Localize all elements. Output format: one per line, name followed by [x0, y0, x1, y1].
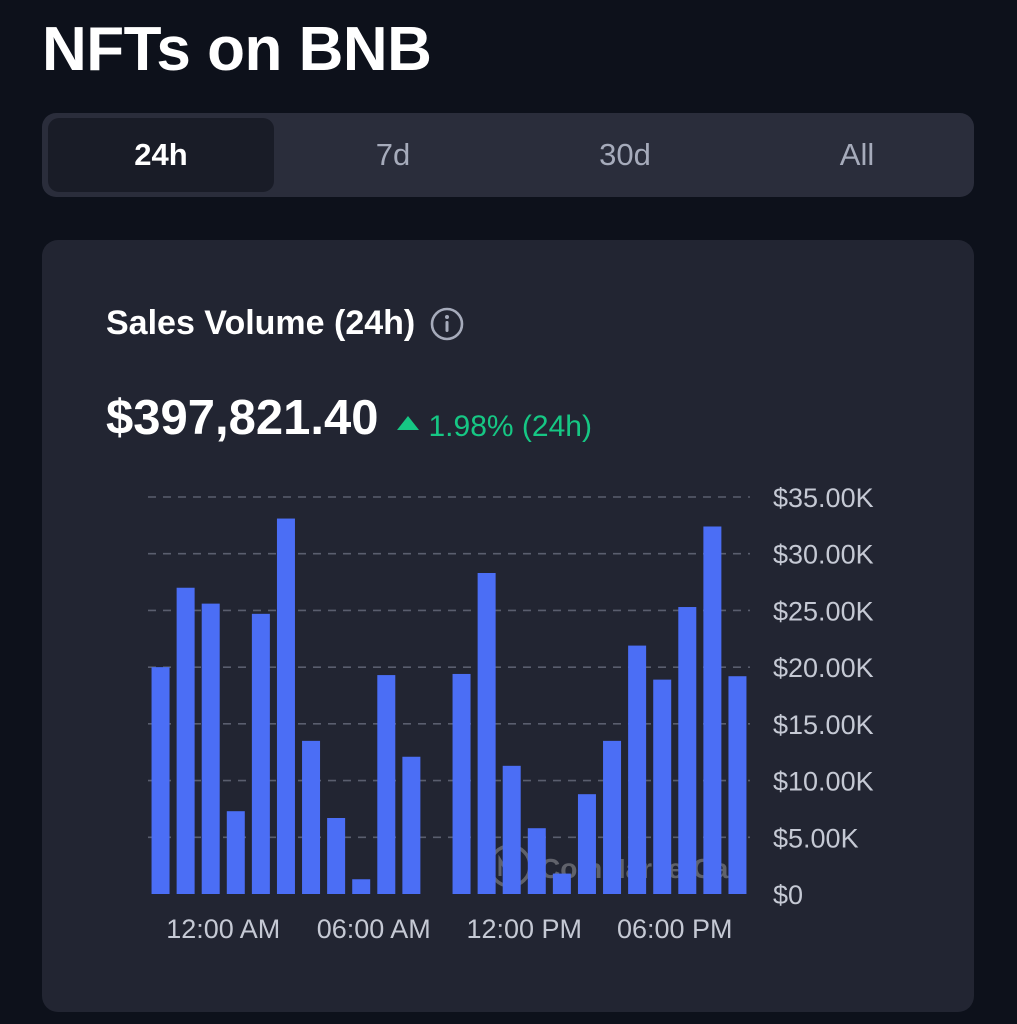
- chart-bar[interactable]: [201, 603, 220, 894]
- x-tick-label: 06:00 PM: [617, 914, 733, 944]
- chart-bar[interactable]: [477, 572, 496, 894]
- y-tick-label: $0: [773, 880, 803, 910]
- chart-bar[interactable]: [502, 765, 521, 894]
- y-tick-label: $30.00K: [773, 540, 874, 570]
- y-tick-label: $35.00K: [773, 483, 874, 513]
- tab-24h[interactable]: 24h: [48, 118, 274, 192]
- chart-bar[interactable]: [577, 794, 596, 894]
- chart-bar[interactable]: [653, 679, 672, 894]
- y-tick-label: $10.00K: [773, 767, 874, 797]
- tab-all[interactable]: All: [839, 137, 875, 172]
- chart-bar[interactable]: [703, 526, 722, 894]
- chart-bar[interactable]: [452, 673, 471, 894]
- tab-7d[interactable]: 7d: [375, 137, 411, 172]
- timeframe-tabs: 24h 7d 30d All: [42, 113, 974, 197]
- x-tick-label: 12:00 PM: [466, 914, 582, 944]
- change-text: 1.98% (24h): [428, 410, 592, 443]
- y-tick-label: $25.00K: [773, 596, 874, 626]
- sales-volume-chart: CoinMarketCap $0$5.00K$10.00K$15.00K$20.…: [148, 483, 874, 944]
- tab-30d[interactable]: 30d: [599, 137, 651, 172]
- info-circle-icon[interactable]: [429, 306, 465, 342]
- card-title-row: Sales Volume (24h): [106, 304, 465, 343]
- triangle-up-icon: [396, 416, 419, 430]
- chart-bar[interactable]: [226, 811, 245, 894]
- x-tick-label: 06:00 AM: [317, 914, 431, 944]
- change-indicator: 1.98% (24h): [396, 410, 592, 444]
- chart-bar[interactable]: [251, 613, 270, 894]
- total-sales-value: $397,821.40: [106, 391, 379, 445]
- x-tick-label: 12:00 AM: [166, 914, 280, 944]
- chart-bar[interactable]: [527, 828, 546, 894]
- chart-bar[interactable]: [402, 756, 421, 894]
- sales-volume-card: Sales Volume (24h) $397,821.40 1.98% (24…: [42, 240, 974, 1012]
- y-tick-label: $5.00K: [773, 823, 859, 853]
- chart-bar[interactable]: [176, 587, 195, 894]
- chart-bar[interactable]: [377, 675, 396, 894]
- chart-bar[interactable]: [352, 879, 371, 894]
- chart-bar[interactable]: [678, 607, 697, 894]
- chart-bar[interactable]: [327, 818, 346, 894]
- y-tick-label: $20.00K: [773, 653, 874, 683]
- chart-bar[interactable]: [628, 645, 647, 894]
- page-title: NFTs on BNB: [42, 15, 432, 84]
- chart-bar[interactable]: [603, 740, 622, 894]
- y-tick-label: $15.00K: [773, 710, 874, 740]
- chart-bar[interactable]: [276, 518, 295, 894]
- chart-bar[interactable]: [302, 740, 321, 894]
- chart-bar[interactable]: [728, 676, 747, 894]
- value-row: $397,821.40 1.98% (24h): [106, 390, 592, 446]
- chart-bar[interactable]: [151, 667, 170, 894]
- chart-bar[interactable]: [552, 873, 571, 894]
- card-title: Sales Volume (24h): [106, 304, 416, 342]
